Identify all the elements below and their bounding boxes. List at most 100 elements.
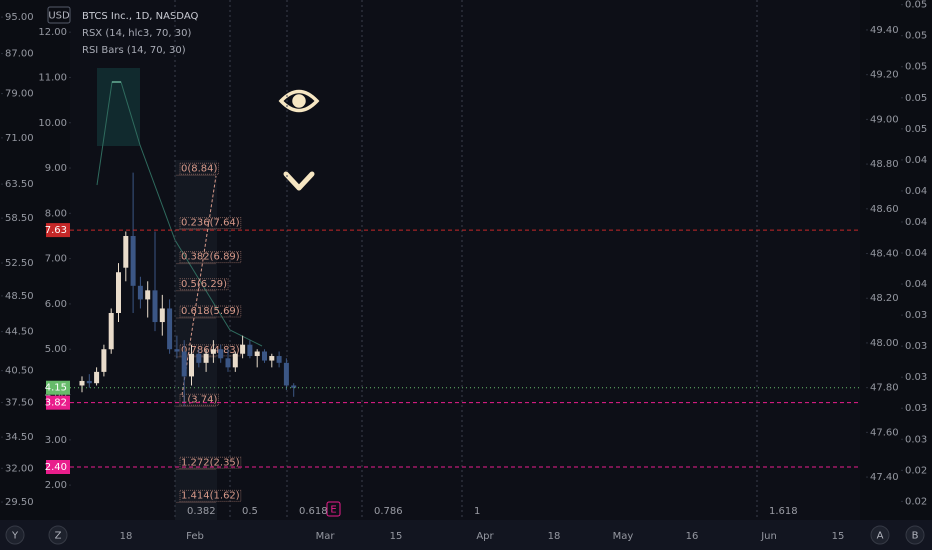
candle-body: [174, 349, 180, 352]
tick-label: 11.00: [38, 72, 67, 83]
tick-label: 48.20: [870, 293, 899, 304]
toolbar-button[interactable]: [48, 525, 68, 545]
fib-level-label: 0(8.84): [181, 163, 218, 174]
tick-label: 37.50: [5, 398, 34, 409]
fib-label-box: [179, 217, 242, 230]
toolbar-button[interactable]: [870, 525, 890, 545]
currency-box[interactable]: [47, 6, 71, 24]
bottom-bar: [0, 520, 932, 550]
tick-label: 47.40: [870, 472, 899, 483]
tick-label: 0.04: [905, 248, 927, 259]
tick-label: 0.03: [905, 341, 927, 352]
fib-level-label: 0.382(6.89): [181, 252, 240, 263]
fib-zone: [175, 160, 217, 520]
candle-body: [254, 351, 260, 357]
x-tick-label: 16: [686, 531, 699, 542]
fib-label-box: [179, 393, 220, 406]
fib-trend-line: [181, 175, 217, 396]
price-tag-box: [46, 395, 70, 410]
tick-label: 0.03: [905, 434, 927, 445]
fib-label-box: [179, 278, 229, 291]
price-tag: 2.40: [45, 462, 67, 473]
tick-label: 0.03: [905, 372, 927, 383]
candle-body: [79, 380, 85, 386]
tick-label: 52.50: [5, 258, 34, 269]
eye-icon[interactable]: [278, 89, 320, 113]
tick-label: 40.50: [5, 366, 34, 377]
indicator-legend: RSI Bars (14, 70, 30): [82, 45, 186, 56]
tick-label: 0.03: [905, 310, 927, 321]
toolbar-button-label: A: [877, 531, 884, 542]
symbol-title: BTCS Inc., 1D, NASDAQ: [82, 11, 198, 22]
chevron-icon[interactable]: [283, 171, 315, 191]
candle-body: [94, 371, 100, 384]
toolbar-button[interactable]: [5, 525, 25, 545]
x-tick-label: Feb: [186, 531, 204, 542]
tick-label: 0.05: [905, 31, 927, 42]
tick-label: 0.02: [905, 465, 927, 476]
x-tick-label: May: [613, 531, 634, 542]
tick-label: 0.04: [905, 279, 927, 290]
fib-time-label: 0.618: [299, 506, 328, 517]
fib-level-label: 1(3.74): [181, 394, 218, 405]
tick-label: 48.00: [870, 338, 899, 349]
tick-label: 47.60: [870, 427, 899, 438]
tick-label: 48.40: [870, 249, 899, 260]
toolbar-button-label: Z: [55, 531, 62, 542]
x-tick-label: Apr: [476, 531, 494, 542]
tick-label: 4.00: [45, 390, 67, 401]
tick-label: 44.50: [5, 327, 34, 338]
tick-label: 9.00: [45, 163, 67, 174]
fib-label-box: [179, 456, 242, 469]
fib-level-label: 1.414(1.62): [181, 490, 240, 501]
fib-level-label: 0.5(6.29): [181, 279, 227, 290]
fib-label-box: [179, 305, 242, 318]
candle-body: [225, 358, 231, 368]
tick-label: 2.00: [45, 480, 67, 491]
fib-time-label: 0.5: [242, 506, 258, 517]
toolbar-button[interactable]: [905, 525, 925, 545]
candle-body: [218, 349, 224, 359]
candle-body: [145, 290, 151, 300]
tick-label: 71.00: [5, 133, 34, 144]
tick-label: 48.50: [5, 291, 34, 302]
fib-time-label: 1.618: [769, 506, 798, 517]
fib-label-box: [179, 489, 242, 502]
tick-label: 63.50: [5, 179, 34, 190]
tick-label: 79.00: [5, 89, 34, 100]
fib-label-box: [179, 251, 242, 264]
rsx-zone: [97, 68, 140, 146]
fib-level-label: 0.618(5.69): [181, 306, 240, 317]
x-tick-label: Jun: [760, 531, 777, 542]
price-tag-box: [46, 380, 70, 395]
candle-body: [203, 353, 209, 363]
tick-label: 7.00: [45, 254, 67, 265]
tick-label: 49.40: [870, 25, 899, 36]
candle-body: [130, 235, 136, 286]
tick-label: 32.00: [5, 463, 34, 474]
tick-label: 5.00: [45, 344, 67, 355]
earnings-marker: E: [330, 505, 336, 516]
x-tick-label: 18: [548, 531, 561, 542]
candle-body: [291, 385, 297, 388]
currency: USD: [48, 11, 70, 22]
price-tag-box: [46, 460, 70, 475]
price-tag: 4.15: [45, 383, 67, 394]
tick-label: 48.60: [870, 204, 899, 215]
price-tag-box: [46, 223, 70, 238]
tick-label: 49.00: [870, 114, 899, 125]
candle-body: [101, 349, 107, 372]
candle-body: [86, 380, 92, 384]
tick-label: 0.04: [905, 217, 927, 228]
fib-time-label: 0.382: [187, 506, 216, 517]
candle-body: [240, 344, 246, 354]
earnings-marker-box[interactable]: [326, 501, 341, 517]
x-tick-label: Mar: [316, 531, 336, 542]
tick-label: 58.50: [5, 213, 34, 224]
candle-body: [196, 353, 202, 363]
x-tick-label: 15: [390, 531, 403, 542]
tick-label: 0.05: [905, 0, 927, 11]
tick-label: 0.04: [905, 186, 927, 197]
toolbar-button-label: B: [912, 531, 919, 542]
